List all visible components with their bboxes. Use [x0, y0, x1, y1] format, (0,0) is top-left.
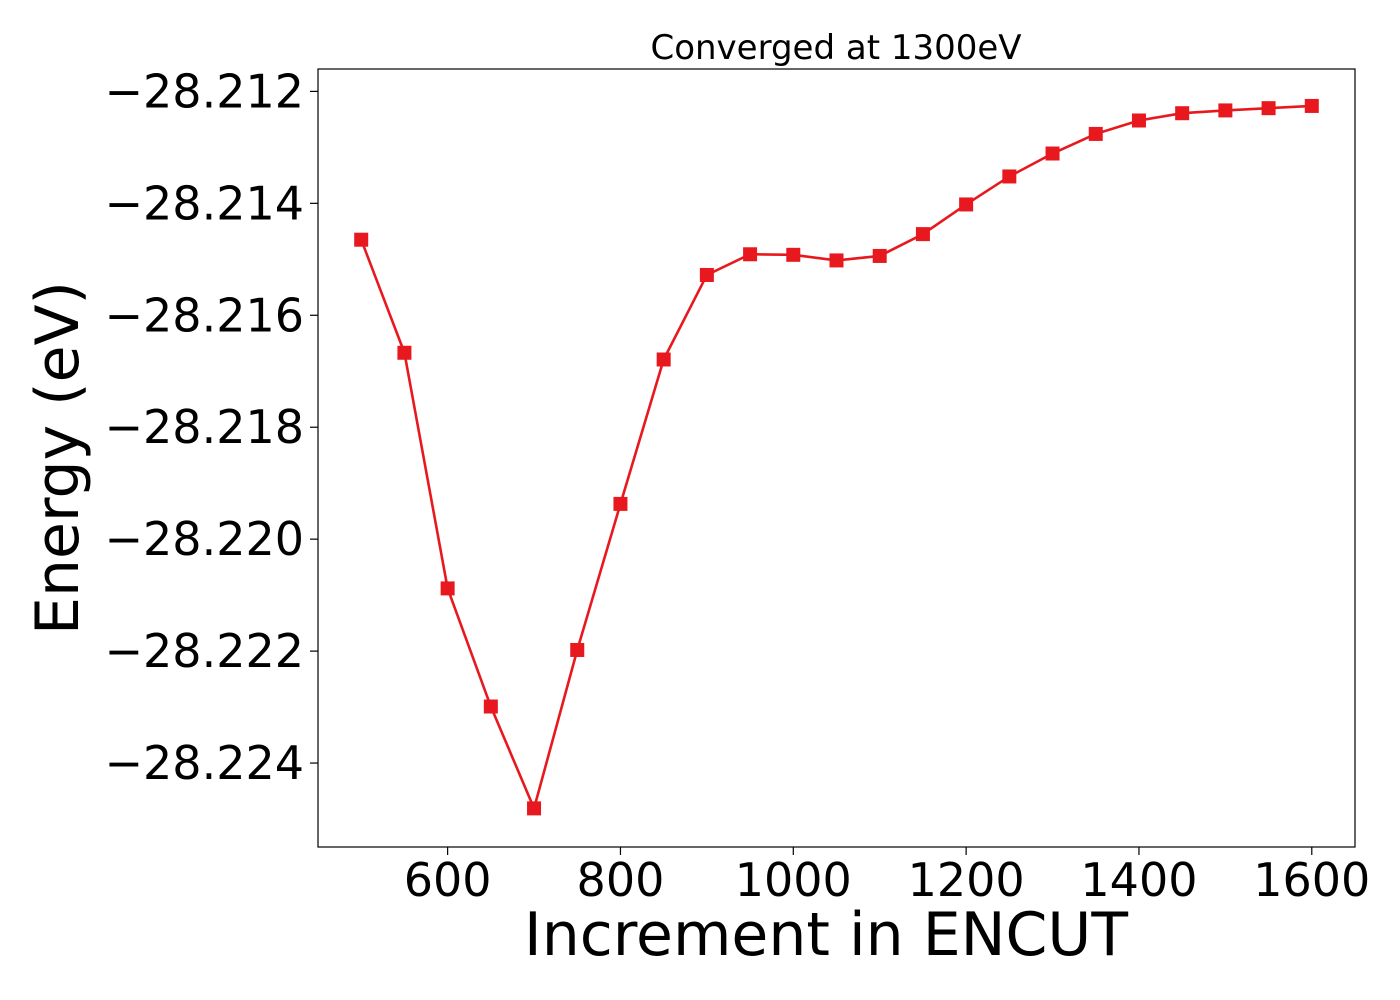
data-point-marker	[872, 248, 887, 263]
data-point-marker	[743, 247, 758, 262]
data-point-marker	[1088, 126, 1103, 141]
data-point-marker	[613, 496, 628, 511]
data-point-marker	[1304, 98, 1319, 113]
data-point-marker	[483, 699, 498, 714]
data-point-marker	[1045, 146, 1060, 161]
x-tick-label: 1400	[1080, 853, 1197, 907]
y-axis-ticks: −28.212 −28.214 −28.216 −28.218 −28.220 −28.2…	[105, 64, 318, 790]
data-point-marker	[656, 352, 671, 367]
data-point-marker	[959, 197, 974, 212]
x-axis-ticks: 600 800 1000 1200 1400 1600	[404, 847, 1370, 907]
x-axis-label: Increment in ENCUT	[524, 900, 1128, 970]
y-tick-label: −28.212	[105, 64, 305, 118]
data-point-marker	[1175, 106, 1190, 121]
x-tick-label: 800	[577, 853, 665, 907]
chart-title: Converged at 1300eV	[650, 28, 1021, 68]
data-point-marker	[527, 801, 542, 816]
y-tick-label: −28.224	[105, 736, 305, 790]
y-axis-label: Energy (eV)	[23, 281, 93, 635]
data-point-marker	[1218, 103, 1233, 118]
data-point-marker	[1131, 113, 1146, 128]
x-tick-label: 1200	[908, 853, 1025, 907]
y-tick-label: −28.216	[105, 288, 305, 342]
data-point-marker	[699, 267, 714, 282]
x-tick-label: 1000	[735, 853, 852, 907]
y-tick-label: −28.214	[105, 176, 305, 230]
x-tick-label: 600	[404, 853, 492, 907]
data-point-marker	[440, 581, 455, 596]
plot-area-frame	[317, 68, 1356, 848]
data-point-marker	[915, 227, 930, 242]
data-point-marker	[570, 642, 585, 657]
y-tick-label: −28.222	[105, 624, 305, 678]
y-tick-label: −28.220	[105, 512, 305, 566]
data-point-marker	[829, 253, 844, 268]
data-point-marker	[1002, 169, 1017, 184]
data-point-marker	[786, 247, 801, 262]
data-point-marker	[354, 232, 369, 247]
data-point-marker	[1261, 101, 1276, 116]
x-tick-label: 1600	[1253, 853, 1370, 907]
y-tick-label: −28.218	[105, 400, 305, 454]
series-layer	[354, 98, 1319, 816]
data-point-marker	[397, 345, 412, 360]
